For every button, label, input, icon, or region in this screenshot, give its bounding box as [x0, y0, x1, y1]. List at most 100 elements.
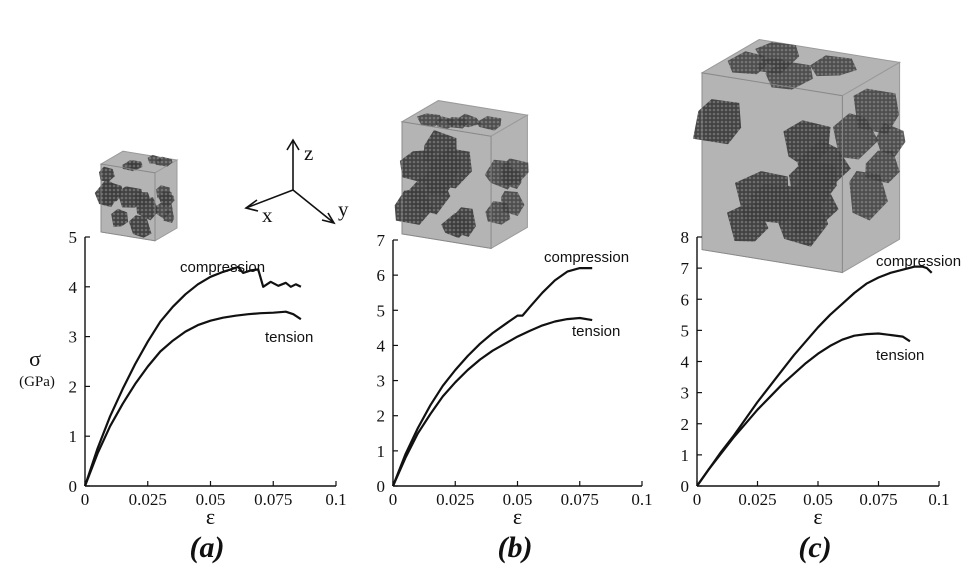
x-tick-label: 0.05 [196, 490, 226, 509]
x-tick-label: 0.1 [928, 490, 949, 509]
y-tick-label: 7 [377, 231, 386, 250]
grain [128, 215, 152, 238]
y-tick-label: 5 [681, 321, 690, 340]
grain [399, 149, 438, 185]
tension-label: tension [265, 329, 313, 346]
y-arrowhead [321, 212, 336, 225]
chart-panel-a: 0 1 2 3 4 5 0 0.025 0.05 0.075 0.1 ε compression tens… [69, 228, 347, 564]
x-tick-label: 0.025 [738, 490, 776, 509]
grain [693, 99, 742, 145]
y-tick-label: 3 [681, 384, 690, 403]
x-tick-label: 0.075 [859, 490, 897, 509]
x-tick-label: 0.025 [436, 490, 474, 509]
grain [431, 147, 472, 189]
grain [849, 170, 888, 221]
y-tick-label: 0 [681, 477, 690, 496]
x-tick-label: 0.075 [254, 490, 292, 509]
grain [750, 183, 798, 224]
chart-panel-b: 0 1 2 3 4 5 6 7 0 0.025 0.05 0.075 0.1 ε compression te… [377, 231, 653, 564]
x-tick-label: 0 [81, 490, 90, 509]
grain [476, 116, 502, 131]
polycrystal-cube-1 [394, 100, 529, 250]
triad-x-label: x [262, 203, 273, 227]
x-tick-label: 0.075 [561, 490, 599, 509]
y-tick-label: 6 [681, 290, 690, 309]
x-tick-label: 0.1 [325, 490, 346, 509]
compression-label: compression [876, 253, 961, 270]
grain [155, 156, 173, 167]
y-tick-label: 6 [377, 266, 386, 285]
grain [485, 201, 511, 225]
compression-curve [83, 265, 302, 487]
grain [853, 88, 900, 135]
y-tick-label: 8 [681, 228, 690, 247]
x-tick-label: 0.05 [803, 490, 833, 509]
y-tick-label: 1 [377, 442, 386, 461]
y-tick-label: 1 [681, 446, 690, 465]
grain [416, 113, 444, 127]
y-tick-label: 0 [377, 477, 386, 496]
y-tick-label: 4 [69, 278, 78, 297]
grain [727, 204, 769, 242]
x-axis-title: ε [813, 504, 822, 529]
grain [758, 57, 787, 75]
x-axis-arrow [245, 189, 294, 209]
x-arrowhead [244, 199, 259, 212]
y-tick-label: 4 [681, 353, 690, 372]
grain [136, 197, 159, 221]
x-tick-label: 0 [389, 490, 398, 509]
x-axis-title: ε [206, 504, 215, 529]
polycrystal-cube-2 [693, 38, 906, 274]
y-axis-unit: (GPa) [19, 374, 55, 390]
chart-panel-c: 0 1 2 3 4 5 6 7 8 0 0.025 0.05 0.075 0.1 ε compression t… [681, 228, 962, 564]
grain [865, 150, 900, 184]
tension-curve [696, 332, 911, 487]
grain [117, 186, 143, 208]
y-tick-label: 0 [69, 477, 78, 496]
y-tick-label: 2 [377, 407, 386, 426]
y-axis-symbol: σ [29, 346, 41, 371]
grain [727, 51, 767, 75]
grain [457, 113, 481, 128]
tension-label: tension [572, 323, 620, 340]
tension-curve [391, 316, 593, 487]
x-tick-label: 0.05 [503, 490, 533, 509]
y-axis-arrow [292, 189, 335, 224]
y-tick-label: 3 [377, 372, 386, 391]
grain [159, 191, 173, 204]
y-tick-label: 7 [681, 259, 690, 278]
compression-label: compression [180, 259, 265, 276]
z-arrowhead [286, 138, 300, 151]
grain [99, 166, 115, 182]
triad-y-label: y [338, 197, 349, 221]
grain [783, 176, 839, 235]
x-tick-label: 0.025 [129, 490, 167, 509]
grain [810, 55, 857, 77]
compression-curve [696, 265, 933, 487]
x-tick-label: 0.1 [631, 490, 652, 509]
y-tick-label: 2 [681, 415, 690, 434]
y-tick-label: 3 [69, 328, 78, 347]
y-tick-label: 2 [69, 377, 78, 396]
panel-label: (c) [798, 531, 831, 564]
grain [500, 166, 522, 190]
grain [100, 181, 123, 202]
x-axis-title: ε [513, 504, 522, 529]
axes-triad: z x y [244, 138, 349, 227]
grain [122, 160, 139, 172]
grain [441, 212, 472, 239]
y-axis-label: σ (GPa) [19, 346, 55, 390]
y-tick-label: 4 [377, 336, 386, 355]
tension-curve [83, 310, 302, 487]
y-tick-label: 1 [69, 427, 78, 446]
grain [163, 210, 175, 223]
y-tick-label: 5 [377, 301, 386, 320]
compression-curve [391, 267, 593, 487]
x-tick-label: 0 [693, 490, 702, 509]
grain [797, 139, 851, 193]
panel-label: (b) [498, 531, 533, 564]
compression-label: compression [544, 249, 629, 266]
triad-z-label: z [304, 141, 313, 165]
panel-label: (a) [190, 531, 225, 564]
